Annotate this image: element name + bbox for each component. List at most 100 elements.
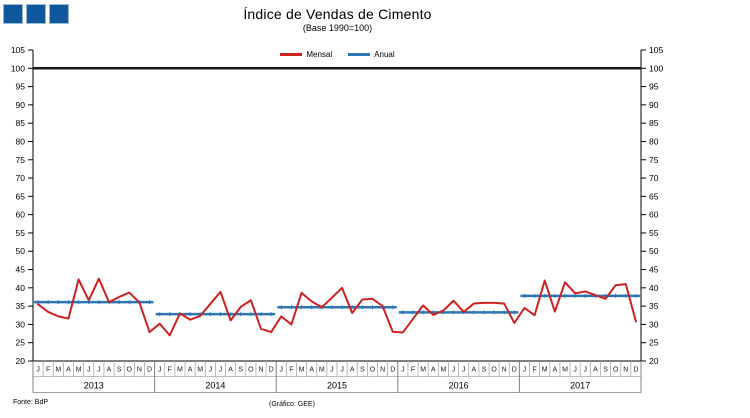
svg-text:J: J xyxy=(219,367,223,374)
svg-text:95: 95 xyxy=(16,82,26,92)
svg-text:2016: 2016 xyxy=(449,381,469,391)
svg-text:75: 75 xyxy=(649,155,659,165)
svg-text:A: A xyxy=(66,367,71,374)
svg-text:D: D xyxy=(269,367,274,374)
svg-text:60: 60 xyxy=(649,210,659,220)
svg-text:N: N xyxy=(380,367,385,374)
svg-text:85: 85 xyxy=(649,118,659,128)
svg-text:J: J xyxy=(158,367,162,374)
svg-text:J: J xyxy=(401,367,405,374)
svg-text:25: 25 xyxy=(649,338,659,348)
mensal-line-swatch-icon xyxy=(280,53,303,56)
svg-text:F: F xyxy=(532,367,536,374)
svg-text:N: N xyxy=(623,367,628,374)
svg-text:A: A xyxy=(350,367,355,374)
svg-text:105: 105 xyxy=(11,45,25,55)
svg-text:J: J xyxy=(280,367,284,374)
svg-text:45: 45 xyxy=(16,265,26,275)
svg-text:100: 100 xyxy=(11,63,25,73)
legend-item-mensal: Mensal xyxy=(280,50,332,59)
svg-text:50: 50 xyxy=(16,246,26,256)
logo-squares-icon xyxy=(3,4,69,24)
svg-text:J: J xyxy=(462,367,466,374)
svg-text:J: J xyxy=(209,367,213,374)
svg-text:70: 70 xyxy=(16,173,26,183)
svg-text:M: M xyxy=(177,367,183,374)
source-note: Fonte: BdP xyxy=(13,399,49,406)
svg-text:M: M xyxy=(542,367,548,374)
svg-text:D: D xyxy=(390,367,395,374)
svg-text:S: S xyxy=(603,367,608,374)
svg-text:D: D xyxy=(512,367,517,374)
legend-item-anual: Anual xyxy=(348,50,395,59)
svg-text:S: S xyxy=(360,367,365,374)
svg-text:D: D xyxy=(147,367,152,374)
svg-text:A: A xyxy=(593,367,598,374)
svg-text:35: 35 xyxy=(649,301,659,311)
svg-text:2014: 2014 xyxy=(205,381,225,391)
svg-text:M: M xyxy=(76,367,82,374)
svg-text:J: J xyxy=(36,367,40,374)
svg-text:O: O xyxy=(127,367,133,374)
legend-label-mensal: Mensal xyxy=(306,50,333,59)
svg-text:35: 35 xyxy=(16,301,26,311)
svg-text:55: 55 xyxy=(649,228,659,238)
svg-text:O: O xyxy=(248,367,254,374)
svg-text:O: O xyxy=(491,367,497,374)
svg-text:A: A xyxy=(188,367,193,374)
chart-canvas: 20 20 25 25 30 30 35 35 40 40 45 45 50 50 55 55 60 60 65 65… xyxy=(11,45,663,393)
svg-text:A: A xyxy=(107,367,112,374)
svg-text:J: J xyxy=(452,367,456,374)
svg-text:J: J xyxy=(340,367,344,374)
svg-text:85: 85 xyxy=(16,118,26,128)
svg-text:40: 40 xyxy=(649,283,659,293)
svg-text:105: 105 xyxy=(649,45,663,55)
anual-line-swatch-icon xyxy=(348,53,371,56)
svg-text:40: 40 xyxy=(16,283,26,293)
svg-text:80: 80 xyxy=(16,136,26,146)
svg-text:30: 30 xyxy=(649,319,659,329)
svg-text:O: O xyxy=(613,367,619,374)
logo-square-icon xyxy=(3,4,23,24)
svg-text:2013: 2013 xyxy=(84,381,104,391)
svg-text:20: 20 xyxy=(649,356,659,366)
svg-text:M: M xyxy=(55,367,61,374)
svg-text:N: N xyxy=(502,367,507,374)
svg-text:J: J xyxy=(573,367,577,374)
svg-text:M: M xyxy=(440,367,446,374)
chart-subtitle: (Base 1990=100) xyxy=(302,23,373,33)
svg-text:M: M xyxy=(299,367,305,374)
logo-square-icon xyxy=(26,4,46,24)
svg-text:A: A xyxy=(431,367,436,374)
svg-text:45: 45 xyxy=(649,265,659,275)
svg-text:J: J xyxy=(523,367,527,374)
svg-text:J: J xyxy=(87,367,91,374)
svg-text:65: 65 xyxy=(16,191,26,201)
svg-text:F: F xyxy=(46,367,50,374)
svg-text:70: 70 xyxy=(649,173,659,183)
svg-text:M: M xyxy=(197,367,203,374)
svg-text:M: M xyxy=(562,367,568,374)
svg-text:N: N xyxy=(258,367,263,374)
svg-text:20: 20 xyxy=(16,356,26,366)
svg-text:D: D xyxy=(633,367,638,374)
svg-text:S: S xyxy=(117,367,122,374)
svg-text:100: 100 xyxy=(649,63,663,73)
svg-text:A: A xyxy=(553,367,558,374)
svg-text:30: 30 xyxy=(16,319,26,329)
svg-text:A: A xyxy=(471,367,476,374)
legend-label-anual: Anual xyxy=(374,50,395,59)
svg-text:N: N xyxy=(137,367,142,374)
svg-text:80: 80 xyxy=(649,136,659,146)
svg-text:M: M xyxy=(420,367,426,374)
svg-text:A: A xyxy=(228,367,233,374)
svg-text:2017: 2017 xyxy=(570,381,590,391)
chart-legend: Mensal Anual xyxy=(0,50,675,59)
svg-text:F: F xyxy=(411,367,415,374)
svg-text:O: O xyxy=(370,367,376,374)
svg-text:F: F xyxy=(289,367,293,374)
svg-text:65: 65 xyxy=(649,191,659,201)
svg-text:J: J xyxy=(97,367,101,374)
svg-text:2015: 2015 xyxy=(327,381,347,391)
